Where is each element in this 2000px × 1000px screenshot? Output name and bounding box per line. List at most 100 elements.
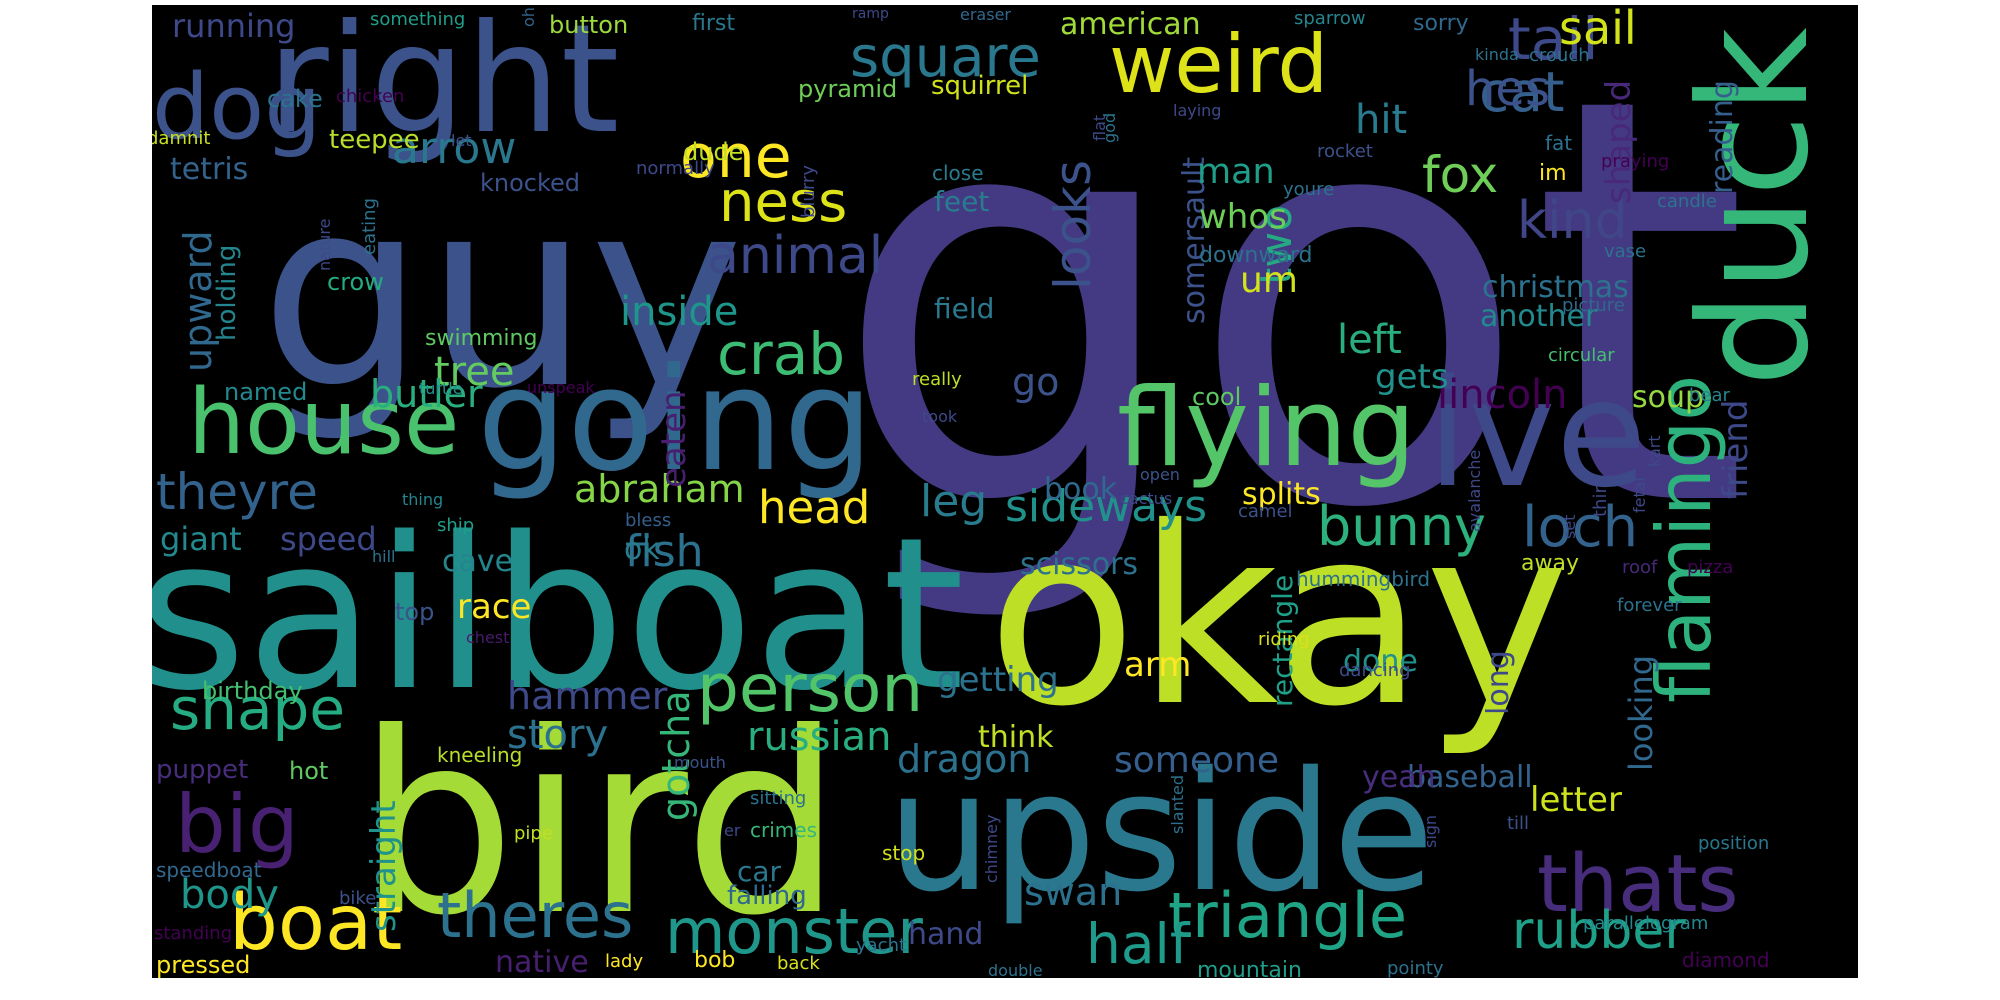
word-open: open xyxy=(1140,465,1180,484)
word-hot: hot xyxy=(289,757,329,785)
word-native: native xyxy=(495,945,589,978)
word-speed: speed xyxy=(280,520,377,558)
word-ship: ship xyxy=(437,515,475,536)
word-kneeling: kneeling xyxy=(437,743,523,767)
word-knocked: knocked xyxy=(480,169,581,197)
word-arm: arm xyxy=(1124,645,1192,685)
word-dragon: dragon xyxy=(897,737,1032,781)
word-cool: cool xyxy=(1192,383,1242,411)
word-hummingbird: hummingbird xyxy=(1296,567,1431,591)
word-laying: laying xyxy=(1173,101,1222,120)
word-top: top xyxy=(395,598,435,626)
word-sailboat: sailboat xyxy=(152,492,965,737)
word-getting: getting xyxy=(937,660,1059,700)
word-sail: sail xyxy=(1559,5,1637,55)
word-story: story xyxy=(507,712,609,758)
word-sideways: sideways xyxy=(1005,481,1208,532)
word-sign: sign xyxy=(1421,814,1440,848)
word-done: done xyxy=(1343,644,1418,679)
word-think: think xyxy=(978,720,1054,755)
word-im: im xyxy=(1539,161,1567,186)
word-teepee: teepee xyxy=(329,125,420,155)
word-vase: vase xyxy=(1604,241,1647,262)
word-friend: friend xyxy=(1716,399,1756,499)
word-close: close xyxy=(932,161,984,185)
word-weird: weird xyxy=(1109,18,1329,111)
word-pizza: pizza xyxy=(1687,557,1734,578)
word-someone: someone xyxy=(1114,740,1279,781)
word-youre: youre xyxy=(1283,179,1335,200)
word-kart: kart xyxy=(1645,435,1664,467)
word-cactus: cactus xyxy=(1120,489,1173,508)
word-long: long xyxy=(1481,650,1516,715)
word-pressed: pressed xyxy=(156,951,251,978)
word-race: race xyxy=(457,587,532,627)
word-mountain: mountain xyxy=(1197,958,1302,979)
word-one: one xyxy=(680,122,792,192)
word-hit: hit xyxy=(1355,97,1408,143)
word-got: got xyxy=(832,5,1750,631)
word-field: field xyxy=(934,292,995,325)
word-damnit: damnit xyxy=(152,128,211,149)
word-pyramid: pyramid xyxy=(798,75,898,103)
word-upside: upside xyxy=(887,736,1435,928)
word-bird: bird xyxy=(357,679,843,970)
word-set: set xyxy=(1560,514,1579,539)
word-roof: roof xyxy=(1622,557,1658,578)
word-soup: soup xyxy=(1632,380,1705,415)
word-something: something xyxy=(370,9,466,30)
word-cloud: got guy sailboat okay bird upside right going iv… xyxy=(152,5,1858,978)
word-abraham: abraham xyxy=(574,467,745,511)
word-giant: giant xyxy=(160,520,242,558)
word-tail: tail xyxy=(1508,5,1599,73)
word-standing: standing xyxy=(154,923,233,944)
word-russian: russian xyxy=(747,714,892,760)
word-sorry: sorry xyxy=(1413,11,1469,36)
word-scissors: scissors xyxy=(1020,547,1139,582)
word-turtle: turtle xyxy=(419,379,463,398)
word-car: car xyxy=(737,855,782,888)
word-stop: stop xyxy=(882,841,926,865)
word-kinda: kinda xyxy=(1475,45,1519,64)
word-fish: fish xyxy=(625,526,704,577)
word-hill: hill xyxy=(372,547,396,566)
word-crimes: crimes xyxy=(750,818,817,842)
word-arrow: arrow xyxy=(392,123,517,174)
word-whos: whos xyxy=(1199,197,1287,237)
word-lincoln: lincoln xyxy=(1437,372,1568,418)
word-christmas: christmas xyxy=(1482,270,1629,305)
word-parallelogram: parallelogram xyxy=(1583,913,1709,934)
word-looking: looking xyxy=(1622,654,1660,771)
word-sitting: sitting xyxy=(750,788,807,809)
word-okay: okay xyxy=(987,475,1570,760)
word-theyre: theyre xyxy=(156,463,318,521)
word-crab: crab xyxy=(717,320,846,388)
word-camel: camel xyxy=(1238,501,1293,522)
word-really: really xyxy=(912,369,962,390)
word-button: button xyxy=(549,11,629,39)
word-bunny: bunny xyxy=(1317,495,1486,558)
word-downward: downward xyxy=(1199,243,1313,268)
word-house: house xyxy=(188,370,460,475)
word-away: away xyxy=(1521,551,1579,576)
word-let: let xyxy=(451,131,472,150)
word-flamingo: flamingo xyxy=(1640,374,1728,703)
word-er: er xyxy=(724,821,741,840)
word-dog: dog xyxy=(152,55,322,160)
word-loch: loch xyxy=(1522,495,1639,560)
word-swimming: swimming xyxy=(425,326,538,351)
word-double: double xyxy=(988,961,1043,979)
word-letter: letter xyxy=(1530,780,1622,820)
word-rocket: rocket xyxy=(1317,141,1373,162)
word-picture: picture xyxy=(1562,295,1625,316)
word-yacht: yacht xyxy=(856,935,907,956)
word-inside: inside xyxy=(620,289,739,335)
word-tree: tree xyxy=(434,349,515,395)
word-swan: swan xyxy=(1024,870,1123,914)
word-dude: dude xyxy=(683,138,744,166)
word-tetris: tetris xyxy=(170,152,249,187)
word-pointy: pointy xyxy=(1387,958,1444,978)
word-eaten: eaten xyxy=(654,390,694,488)
word-position: position xyxy=(1698,833,1770,854)
word-candle: candle xyxy=(1657,191,1717,212)
